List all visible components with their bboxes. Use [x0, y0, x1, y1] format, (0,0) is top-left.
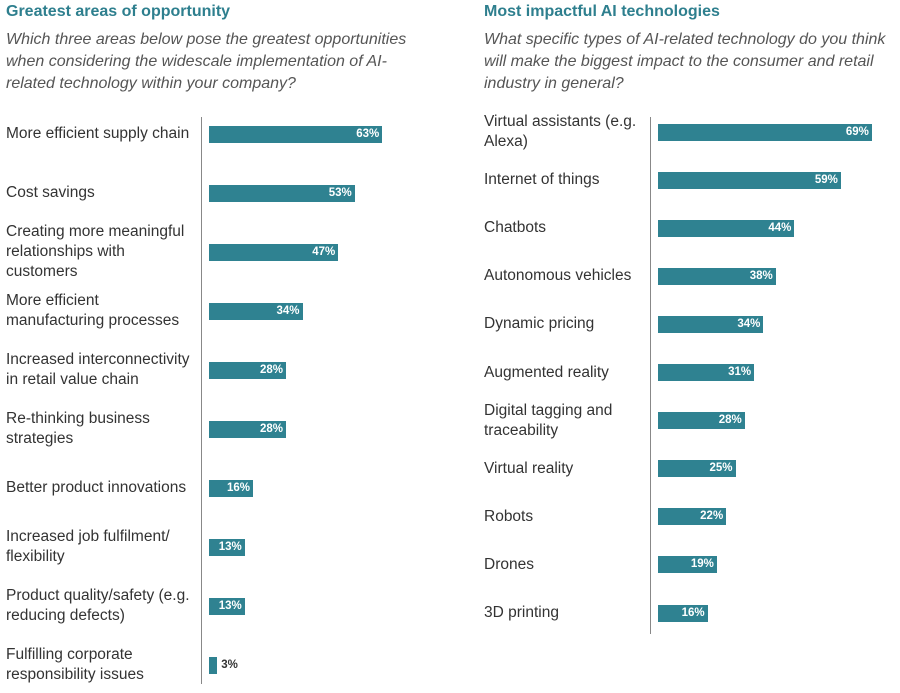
bar: [209, 361, 286, 379]
category-label: Internet of things: [484, 171, 600, 189]
value-label: 34%: [276, 304, 300, 317]
bar: [209, 184, 355, 202]
category-label: Virtual reality: [484, 459, 574, 477]
value-label: 16%: [226, 481, 250, 494]
category-label: Augmented reality: [484, 363, 609, 381]
category-label: Product quality/safety (e.g. reducing de…: [6, 587, 190, 624]
bar: [658, 556, 717, 574]
value-label: 69%: [845, 125, 869, 138]
value-label: 28%: [259, 363, 283, 376]
chart-title: Greatest areas of opportunity: [6, 3, 231, 20]
bar: [209, 538, 245, 556]
category-label: More efficient manufacturing processes: [6, 292, 180, 329]
value-label: 22%: [700, 510, 724, 523]
category-label: More efficient supply chain: [6, 125, 190, 142]
bar: [209, 243, 339, 261]
value-label: 63%: [356, 127, 380, 140]
category-label: Cost savings: [6, 184, 95, 201]
value-label: 28%: [259, 422, 283, 435]
axis-line: [650, 117, 651, 634]
chart-subtitle: Which three areas below pose the greates…: [6, 31, 407, 92]
value-label: 16%: [681, 606, 705, 619]
category-label: Fulfilling corporate responsibility issu…: [6, 646, 144, 683]
category-label: Re-thinking business strategies: [6, 410, 150, 447]
value-label: 13%: [218, 540, 242, 553]
value-label: 47%: [312, 245, 336, 258]
bar: [658, 508, 727, 526]
bar: [658, 171, 841, 189]
bar: [209, 302, 303, 320]
value-label: 13%: [218, 599, 242, 612]
value-label: 19%: [690, 558, 714, 571]
bar: [658, 267, 776, 285]
value-label: 59%: [814, 173, 838, 186]
chart-title: Most impactful AI technologies: [484, 3, 720, 20]
category-label: Drones: [484, 555, 534, 573]
value-label: 44%: [768, 221, 792, 234]
bar: [658, 364, 755, 381]
bar: [209, 479, 253, 497]
category-label: 3D printing: [484, 604, 559, 621]
bar: [658, 460, 736, 478]
category-label: Dynamic pricing: [484, 315, 595, 333]
bar: [658, 604, 708, 622]
bar: [658, 412, 745, 430]
category-label: Chatbots: [484, 219, 547, 237]
value-label: 28%: [718, 414, 742, 427]
bar: [209, 420, 286, 438]
value-label: 31%: [728, 366, 752, 378]
category-label: Better product innovations: [6, 479, 187, 496]
bar: [658, 219, 795, 237]
value-label: 53%: [328, 186, 352, 199]
axis-line: [201, 117, 202, 684]
bar: [209, 597, 245, 615]
value-label: 38%: [749, 269, 773, 282]
category-label: Creating more meaningful relationships w…: [6, 223, 185, 280]
category-label: Increased interconnectivity in retail va…: [6, 351, 190, 388]
value-label: 34%: [737, 317, 761, 330]
category-label: Digital tagging and traceability: [484, 401, 613, 439]
bar: [658, 123, 872, 141]
category-label: Autonomous vehicles: [484, 267, 632, 285]
value-label: 25%: [709, 462, 733, 475]
bar: [658, 315, 764, 333]
category-label: Robots: [484, 507, 534, 525]
bar: [209, 125, 383, 143]
category-label: Increased job fulfilment/ flexibility: [6, 528, 170, 565]
value-label: 3%: [221, 658, 238, 671]
category-label: Virtual assistants (e.g. Alexa): [484, 113, 637, 150]
bar: [209, 656, 218, 674]
chart-subtitle: What specific types of AI-related techno…: [484, 31, 886, 92]
